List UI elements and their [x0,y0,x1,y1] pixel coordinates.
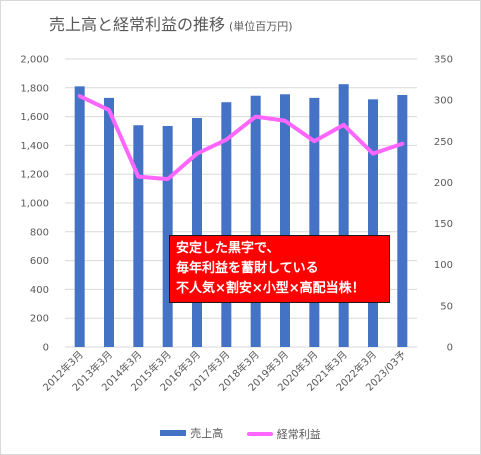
profit-point [313,140,315,142]
chart-title: 売上高と経常利益の推移 [49,15,225,34]
revenue-bar [74,86,85,348]
legend-item-profit: 経常利益 [246,426,321,442]
revenue-bar [397,95,408,347]
left-tick-label: 200 [30,314,49,325]
left-axis-ticks: 0 200 400 600 800 1,000 1,200 1,400 1,600 1,800 2,… [20,55,49,354]
profit-line [77,94,405,182]
left-tick-label: 0 [43,343,49,354]
right-tick-label: 350 [434,55,453,66]
profit-point [401,143,403,145]
legend-label: 経常利益 [276,428,321,441]
revenue-bar [280,94,290,347]
left-tick-label: 1,200 [20,170,49,181]
chart-subtitle: (単位百万円) [229,19,293,33]
profit-point [284,120,286,122]
profit-point [79,95,81,97]
left-tick-label: 400 [30,285,49,296]
profit-point [167,178,169,180]
legend-swatch-bar [160,430,187,436]
right-axis-ticks: 0 50 100 150 200 250 300 350 [434,55,453,354]
profit-point [196,153,198,155]
gridlines [65,58,417,348]
right-tick-label: 300 [434,96,453,107]
profit-point [137,176,139,178]
revenue-bar [104,97,114,347]
left-tick-label: 800 [30,227,49,238]
profit-point [343,124,345,126]
revenue-bar [133,125,144,348]
annotation-line: 安定した黒字で、 [176,241,280,256]
legend: 売上高 経常利益 [0,425,481,442]
revenue-bar [250,95,261,347]
right-tick-label: 50 [440,301,453,312]
right-tick-label: 250 [434,137,453,148]
left-tick-label: 1,400 [20,141,49,152]
profit-point [225,139,227,141]
left-tick-label: 1,000 [20,199,49,210]
revenue-bars [74,84,408,348]
profit-point [108,109,110,111]
annotation-line: 不人気×割安×小型×高配当株！ [176,281,365,296]
legend-swatch-line [246,432,273,436]
left-tick-label: 1,800 [20,83,49,94]
revenue-bar [368,99,378,347]
left-tick-label: 2,000 [20,55,49,66]
right-tick-label: 100 [434,260,453,271]
profit-point [255,116,257,118]
revenue-bar [221,102,232,347]
revenue-bar [192,118,202,347]
left-tick-label: 1,600 [20,112,49,123]
right-tick-label: 150 [434,219,453,230]
revenue-bar [338,84,349,347]
profit-point [372,153,374,155]
revenue-bar [162,125,173,348]
revenue-bar [309,97,320,347]
right-tick-label: 0 [447,343,453,354]
profit-series-line [77,94,405,182]
right-tick-label: 200 [434,178,453,189]
annotation-callout: 安定した黒字で、 毎年利益を蓄財している 不人気×割安×小型×高配当株！ [169,235,390,303]
annotation-line: 毎年利益を蓄財している [176,261,319,276]
x-axis-ticks: 2012年3月2013年3月2014年3月2015年3月2016年3月2017年… [40,348,408,394]
legend-item-revenue: 売上高 [160,425,223,441]
left-tick-label: 600 [30,256,49,267]
legend-label: 売上高 [190,427,224,440]
